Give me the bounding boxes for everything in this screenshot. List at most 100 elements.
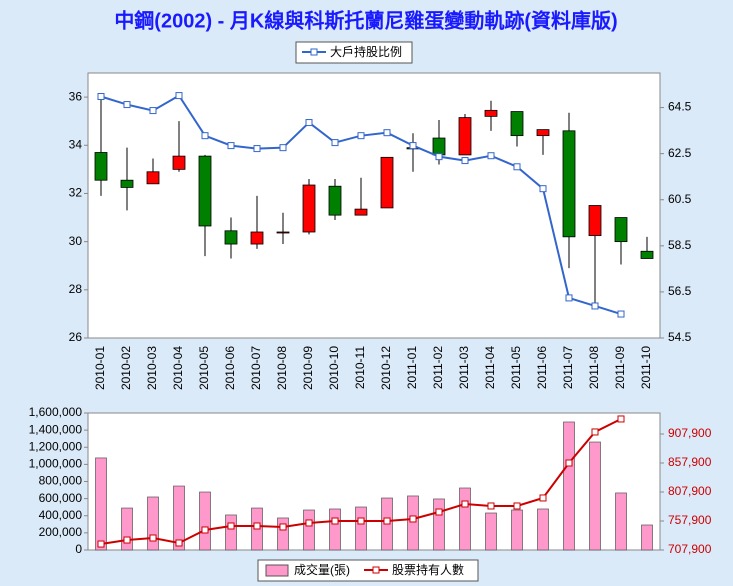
x-tick-label: 2010-04 [171, 346, 185, 390]
line-marker [461, 157, 469, 165]
bar [433, 498, 445, 551]
candle-body [250, 231, 264, 245]
bar [199, 491, 211, 551]
bar [329, 508, 341, 551]
y-tick-label: 28 [69, 282, 83, 296]
bar [459, 487, 471, 551]
candle-body [380, 156, 394, 209]
candle-body [94, 152, 108, 181]
line-marker [97, 540, 105, 548]
bar [147, 496, 159, 551]
bar [303, 509, 315, 551]
line-marker [279, 523, 287, 531]
legend-swatch [265, 564, 289, 577]
bar [225, 514, 237, 551]
legend-swatch [372, 566, 380, 574]
line-marker [331, 517, 339, 525]
bar [563, 421, 575, 551]
y-tick-label: 1,400,000 [29, 422, 83, 436]
candle-body [172, 155, 186, 170]
line-marker [253, 522, 261, 530]
candle-body [588, 205, 602, 237]
y-tick-label: 0 [75, 542, 82, 556]
line-marker [513, 502, 521, 510]
y-tick-label: 1,000,000 [29, 457, 83, 471]
legend-label: 成交量(張) [294, 562, 350, 577]
candle-body [458, 117, 472, 156]
line-marker [175, 92, 183, 100]
bar [537, 508, 549, 551]
x-tick-label: 2011-04 [483, 346, 497, 389]
x-tick-label: 2011-06 [535, 346, 549, 389]
x-tick-label: 2011-03 [457, 346, 471, 389]
line-marker [539, 494, 547, 502]
x-tick-label: 2010-06 [223, 346, 237, 390]
y-tick-label: 34 [69, 137, 83, 151]
y-tick-label: 32 [69, 186, 83, 200]
candle-body [614, 217, 628, 243]
x-tick-label: 2011-07 [561, 346, 575, 389]
candle-body [562, 130, 576, 238]
y2-tick-label: 60.5 [668, 192, 692, 206]
line-marker [227, 522, 235, 530]
line-marker [227, 142, 235, 150]
line-marker [409, 515, 417, 523]
y2-tick-label: 56.5 [668, 284, 692, 298]
y2-tick-label: 807,900 [668, 484, 712, 498]
line-marker [513, 163, 521, 171]
x-tick-label: 2010-03 [145, 346, 159, 390]
candle-body [146, 171, 160, 185]
line-marker [487, 502, 495, 510]
x-tick-label: 2010-12 [379, 346, 393, 390]
x-tick-label: 2010-09 [301, 346, 315, 390]
line-marker [123, 536, 131, 544]
x-tick-label: 2011-05 [509, 346, 523, 389]
bar [641, 524, 653, 551]
legend-label: 大戶持股比例 [330, 44, 402, 59]
candle-body [640, 250, 654, 259]
line-marker [409, 142, 417, 150]
bar [121, 507, 133, 551]
x-tick-label: 2011-08 [587, 346, 601, 389]
y2-tick-label: 64.5 [668, 100, 692, 114]
line-marker [357, 517, 365, 525]
line-marker [591, 302, 599, 310]
candle-body [328, 185, 342, 216]
y-tick-label: 600,000 [39, 491, 83, 505]
y2-tick-label: 707,900 [668, 542, 712, 556]
y-tick-label: 800,000 [39, 474, 83, 488]
y-tick-label: 400,000 [39, 508, 83, 522]
line-marker [487, 152, 495, 160]
line-marker [383, 129, 391, 137]
legend [295, 41, 413, 64]
bar [95, 457, 107, 551]
line-marker [357, 132, 365, 140]
bar [615, 492, 627, 551]
y2-tick-label: 907,900 [668, 426, 712, 440]
line-marker [97, 93, 105, 101]
x-tick-label: 2011-02 [431, 346, 445, 389]
y2-tick-label: 62.5 [668, 146, 692, 160]
line-marker [435, 508, 443, 516]
x-tick-label: 2010-05 [197, 346, 211, 390]
x-tick-label: 2010-01 [93, 346, 107, 390]
candle-body [536, 129, 550, 137]
x-tick-label: 2010-07 [249, 346, 263, 390]
legend-label: 股票持有人數 [392, 562, 464, 577]
y-tick-label: 30 [69, 234, 83, 248]
line-marker [331, 139, 339, 147]
bar [589, 441, 601, 551]
candle-body [302, 184, 316, 233]
y-tick-label: 26 [69, 330, 83, 344]
candle-body [510, 111, 524, 137]
candle-body [198, 155, 212, 227]
x-tick-label: 2011-01 [405, 346, 419, 389]
line-marker [565, 459, 573, 467]
chart-title: 中鋼(2002) - 月K線與科斯托蘭尼雞蛋變動軌跡(資料庫版) [114, 8, 617, 32]
y-tick-label: 200,000 [39, 525, 83, 539]
line-marker [201, 132, 209, 140]
candle-body [276, 231, 290, 234]
x-tick-label: 2010-11 [353, 346, 367, 389]
line-marker [461, 500, 469, 508]
line-marker [565, 294, 573, 302]
